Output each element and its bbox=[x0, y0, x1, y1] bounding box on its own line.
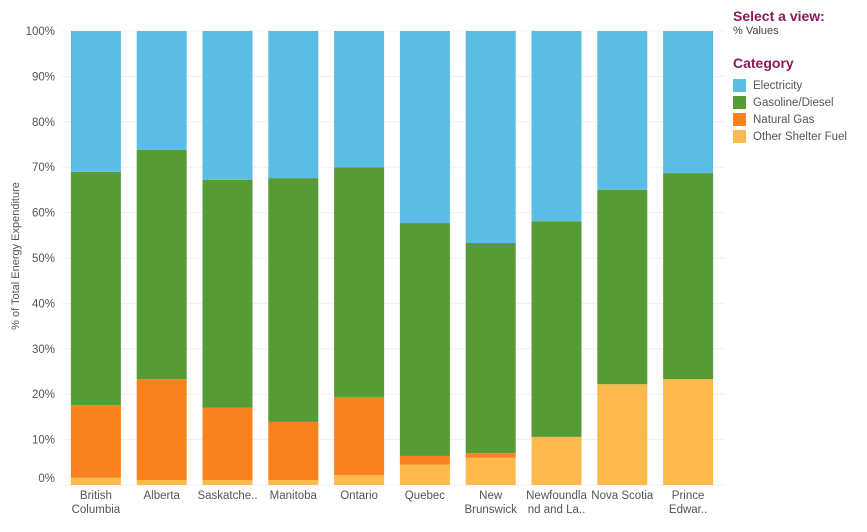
bar-segment[interactable] bbox=[268, 178, 319, 422]
bar-segment[interactable] bbox=[531, 436, 582, 485]
bar-segment[interactable] bbox=[465, 453, 516, 458]
y-tick-label: 30% bbox=[32, 344, 55, 356]
bar-segment[interactable] bbox=[136, 480, 187, 485]
bar-segment[interactable] bbox=[399, 455, 450, 465]
x-tick-label: Prince Edwar.. bbox=[668, 490, 708, 516]
legend-label: Gasoline/Diesel bbox=[753, 96, 834, 109]
bar-segment[interactable] bbox=[334, 475, 385, 485]
bar-segment[interactable] bbox=[597, 384, 648, 485]
legend-item[interactable]: Gasoline/Diesel bbox=[733, 94, 867, 111]
bar-segment[interactable] bbox=[531, 221, 582, 437]
x-tick-label: Ontario bbox=[340, 490, 378, 502]
legend-swatch bbox=[733, 130, 746, 143]
x-tick-label: Quebec bbox=[404, 490, 446, 502]
legend-label: Natural Gas bbox=[753, 113, 815, 126]
bar-segment[interactable] bbox=[597, 31, 648, 190]
bar-segment[interactable] bbox=[399, 464, 450, 485]
y-tick-label: 0% bbox=[38, 473, 55, 485]
legend-swatch bbox=[733, 113, 746, 126]
stacked-bar-chart: 0% 10% 20% 30% 40% 50% 60% 70% 80% 90% 100% bbox=[26, 26, 725, 486]
legend-label: Electricity bbox=[753, 79, 803, 92]
y-tick-label: 10% bbox=[32, 435, 55, 447]
bar-segment[interactable] bbox=[399, 31, 450, 224]
x-tick-label: British Columbia bbox=[71, 490, 121, 516]
bar-segment[interactable] bbox=[202, 407, 253, 481]
x-tick-label: Nova Scotia bbox=[591, 490, 654, 502]
bar-segment[interactable] bbox=[268, 421, 319, 481]
x-tick-label: Saskatche.. bbox=[197, 490, 258, 502]
y-tick-label: 90% bbox=[32, 71, 55, 83]
bar-segment[interactable] bbox=[268, 480, 319, 485]
bar-segment[interactable] bbox=[202, 31, 253, 180]
bar-segment[interactable] bbox=[597, 189, 648, 385]
legend-title: Category bbox=[733, 55, 794, 71]
y-tick-label: 40% bbox=[32, 298, 55, 310]
x-tick-label: Alberta bbox=[143, 490, 180, 502]
legend-swatch bbox=[733, 96, 746, 109]
bar-segment[interactable] bbox=[70, 477, 121, 485]
y-tick-label: 20% bbox=[32, 389, 55, 401]
bar-segment[interactable] bbox=[334, 31, 385, 168]
legend-swatch bbox=[733, 79, 746, 92]
y-axis-title: % of Total Energy Expenditure bbox=[10, 182, 22, 330]
bar-segment[interactable] bbox=[136, 31, 187, 150]
bar-segment[interactable] bbox=[136, 149, 187, 380]
x-tick-label: New Brunswick bbox=[464, 490, 517, 516]
bar-segment[interactable] bbox=[663, 173, 714, 380]
x-tick-label: Newfoundland and La.. bbox=[526, 490, 587, 516]
bar-segment[interactable] bbox=[70, 31, 121, 172]
legend-item[interactable]: Electricity bbox=[733, 77, 867, 94]
bar-segment[interactable] bbox=[465, 243, 516, 454]
view-selector-value[interactable]: % Values bbox=[733, 25, 779, 37]
bar-segment[interactable] bbox=[334, 396, 385, 476]
y-tick-label: 100% bbox=[26, 26, 55, 38]
bar-segment[interactable] bbox=[663, 31, 714, 174]
legend-item[interactable]: Natural Gas bbox=[733, 111, 867, 128]
y-tick-label: 80% bbox=[32, 117, 55, 129]
bar-segment[interactable] bbox=[663, 379, 714, 485]
y-tick-label: 50% bbox=[32, 253, 55, 265]
bar-segment[interactable] bbox=[465, 457, 516, 485]
legend-label: Other Shelter Fuel bbox=[753, 130, 847, 143]
y-tick-label: 70% bbox=[32, 162, 55, 174]
bar-segment[interactable] bbox=[334, 167, 385, 397]
y-tick-label: 60% bbox=[32, 208, 55, 220]
bar-segment[interactable] bbox=[70, 405, 121, 478]
x-tick-label: Manitoba bbox=[269, 490, 317, 502]
bar-segment[interactable] bbox=[399, 223, 450, 456]
bar-segment[interactable] bbox=[268, 31, 319, 179]
legend-panel: Select a view: % Values Category Electri… bbox=[733, 8, 867, 145]
bar-segment[interactable] bbox=[531, 31, 582, 222]
bar-segment[interactable] bbox=[136, 379, 187, 481]
bar-segment[interactable] bbox=[202, 480, 253, 485]
bar-segment[interactable] bbox=[70, 171, 121, 406]
bar-segment[interactable] bbox=[202, 179, 253, 408]
view-selector-title: Select a view: bbox=[733, 8, 825, 24]
legend-item[interactable]: Other Shelter Fuel bbox=[733, 128, 867, 145]
bar-segment[interactable] bbox=[465, 31, 516, 244]
